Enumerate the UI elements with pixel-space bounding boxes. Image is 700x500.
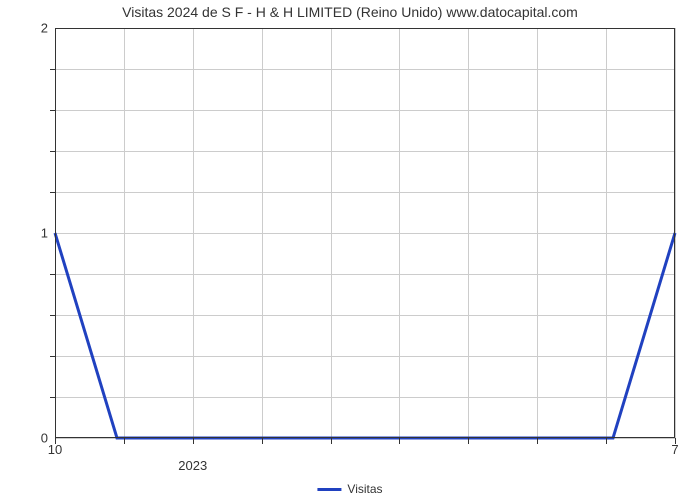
ytick-minor <box>50 110 55 111</box>
grid-line-v <box>675 28 676 438</box>
xtick-label-center: 2023 <box>178 458 207 473</box>
ytick-minor <box>50 192 55 193</box>
legend: Visitas <box>317 482 382 496</box>
xtick-label-right: 7 <box>671 442 678 457</box>
xtick-mark <box>124 438 125 444</box>
ytick-minor <box>50 151 55 152</box>
ytick-minor <box>50 356 55 357</box>
xtick-mark <box>262 438 263 444</box>
plot-area <box>55 28 675 438</box>
legend-swatch <box>317 488 341 491</box>
xtick-mark <box>606 438 607 444</box>
ytick-minor <box>50 274 55 275</box>
xtick-mark <box>537 438 538 444</box>
xtick-mark <box>331 438 332 444</box>
line-series <box>55 28 675 438</box>
xtick-mark <box>399 438 400 444</box>
xtick-mark <box>193 438 194 444</box>
xtick-label-left: 10 <box>48 442 62 457</box>
chart-container: Visitas 2024 de S F - H & H LIMITED (Rei… <box>0 0 700 500</box>
xtick-mark <box>468 438 469 444</box>
ytick-minor <box>50 69 55 70</box>
ytick-minor <box>50 315 55 316</box>
legend-label: Visitas <box>347 482 382 496</box>
chart-title: Visitas 2024 de S F - H & H LIMITED (Rei… <box>0 4 700 20</box>
ytick-label: 1 <box>41 226 48 241</box>
ytick-label: 2 <box>41 21 48 36</box>
ytick-minor <box>50 397 55 398</box>
